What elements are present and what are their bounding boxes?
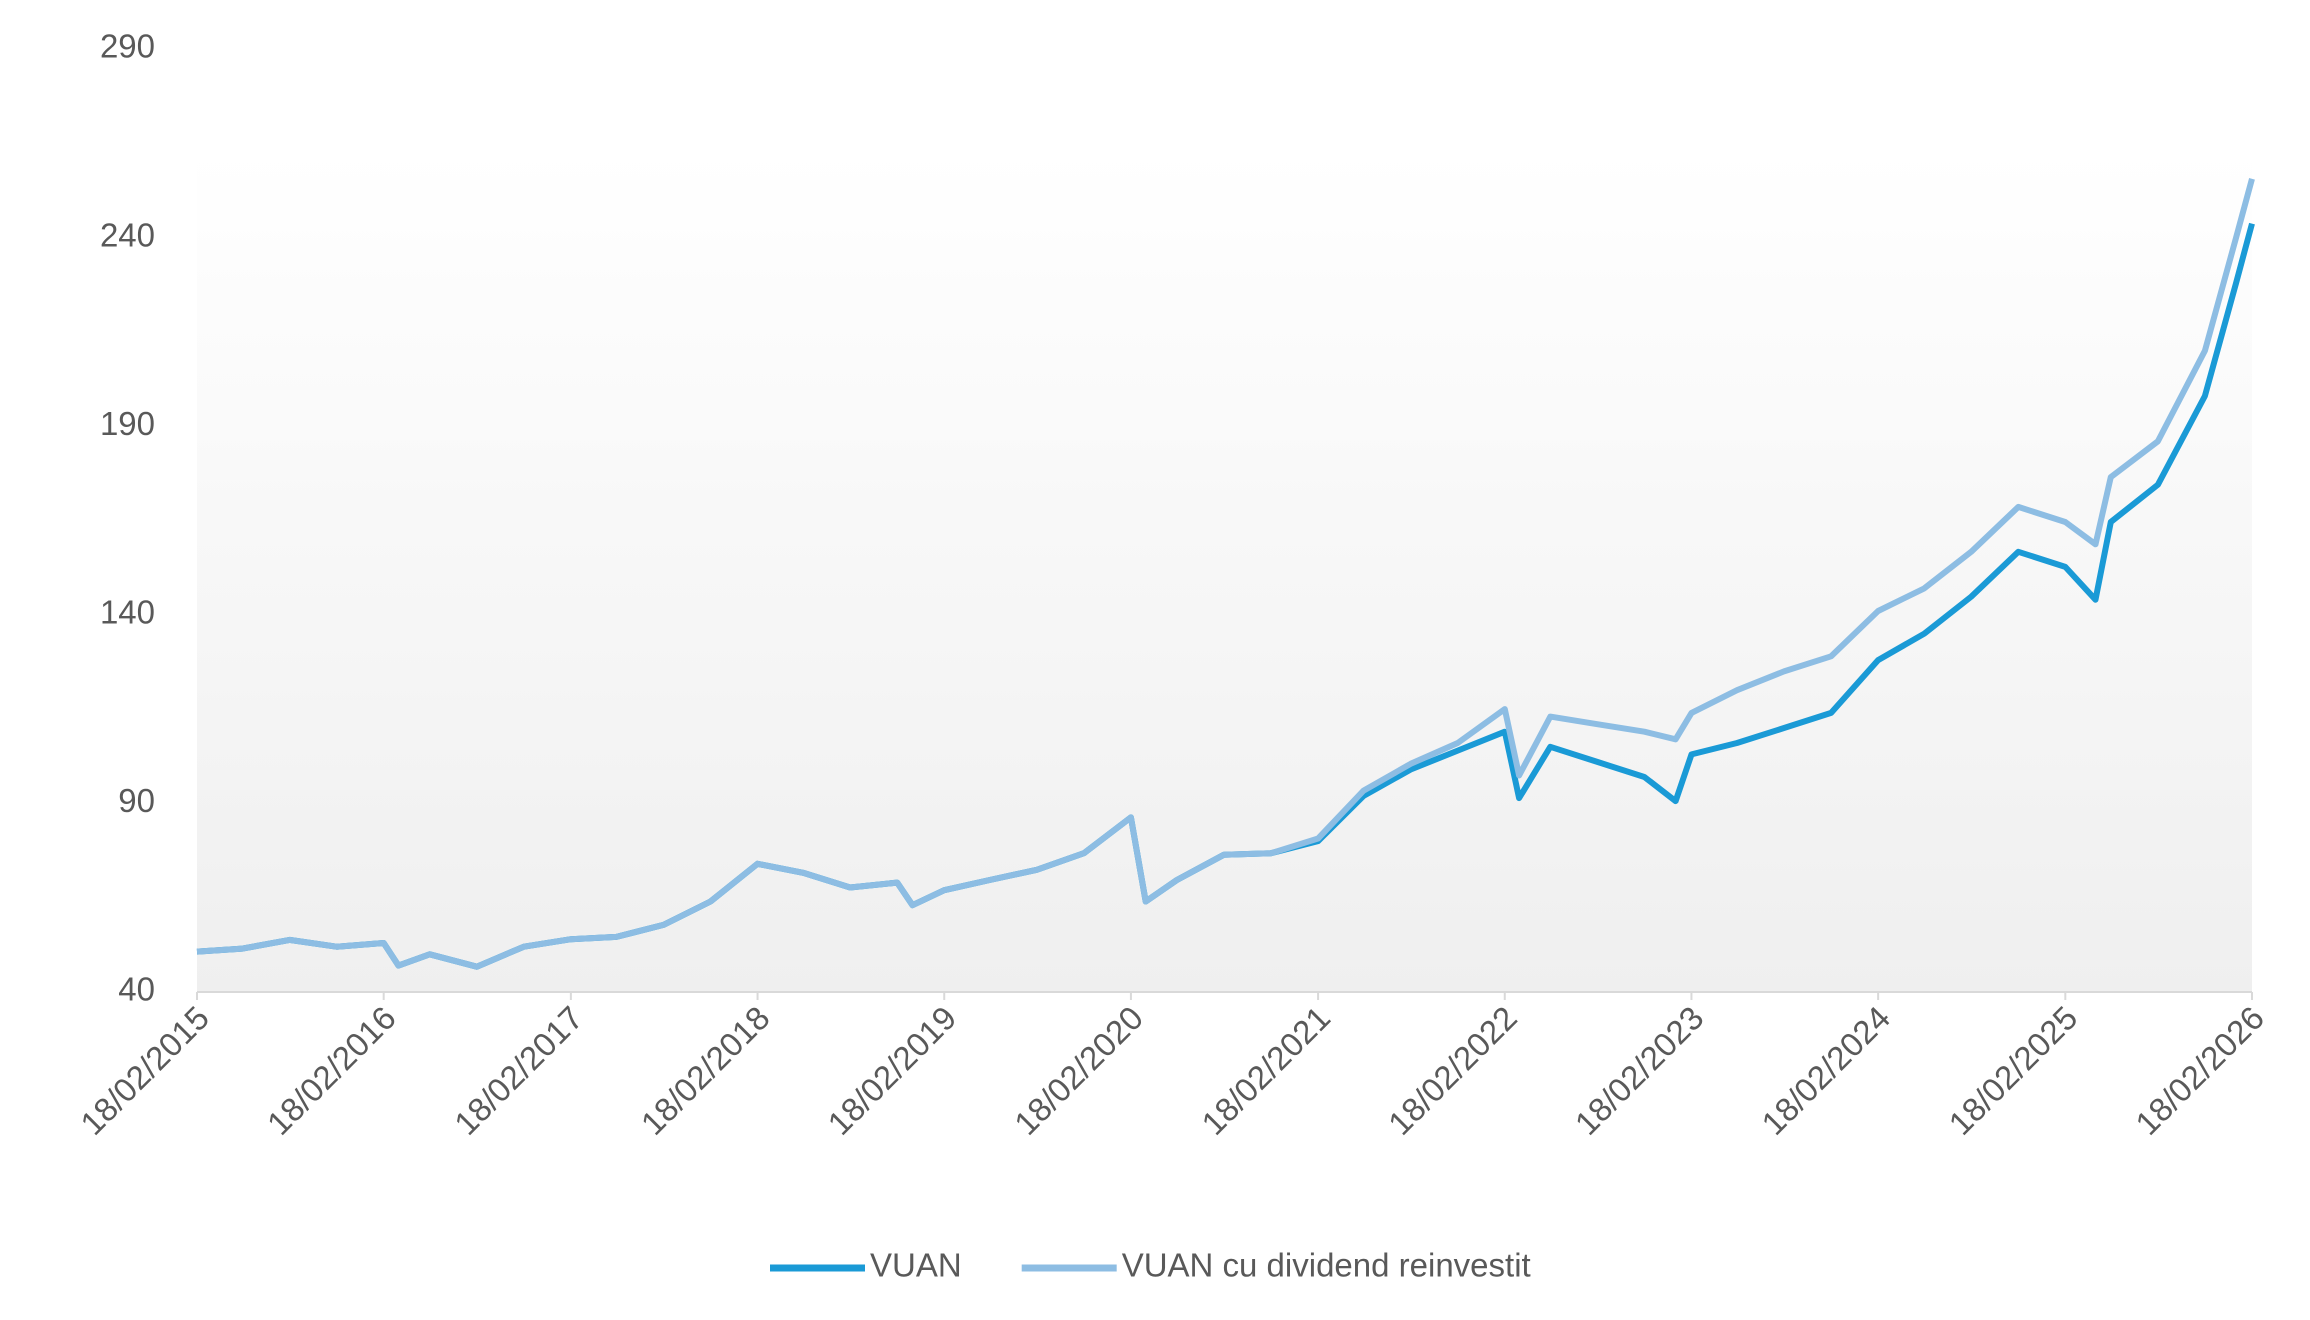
x-tick-label: 18/02/2022 — [1381, 999, 1524, 1142]
x-tick-label: 18/02/2023 — [1568, 999, 1711, 1142]
y-tick-label: 140 — [100, 594, 155, 631]
x-tick-label: 18/02/2025 — [1941, 999, 2084, 1142]
series-line — [196, 178, 2255, 970]
plot-background — [197, 150, 2252, 992]
y-tick-label: 290 — [100, 28, 155, 65]
x-tick-label: 18/02/2017 — [447, 999, 590, 1142]
y-tick-label: 90 — [118, 782, 155, 819]
x-tick-label: 18/02/2015 — [73, 999, 216, 1142]
x-tick-label: 18/02/2024 — [1754, 999, 1897, 1142]
x-tick-label: 18/02/2016 — [260, 999, 403, 1142]
legend-label: VUAN — [870, 1247, 962, 1284]
y-tick-label: 190 — [100, 405, 155, 442]
y-tick-label: 40 — [118, 971, 155, 1008]
x-tick-label: 18/02/2019 — [820, 999, 963, 1142]
y-tick-label: 240 — [100, 216, 155, 253]
x-tick-label: 18/02/2026 — [2128, 999, 2271, 1142]
legend-label: VUAN cu dividend reinvestit — [1122, 1247, 1531, 1284]
x-tick-label: 18/02/2018 — [634, 999, 777, 1142]
x-tick-label: 18/02/2020 — [1007, 999, 1150, 1142]
x-tick-label: 18/02/2021 — [1194, 999, 1337, 1142]
